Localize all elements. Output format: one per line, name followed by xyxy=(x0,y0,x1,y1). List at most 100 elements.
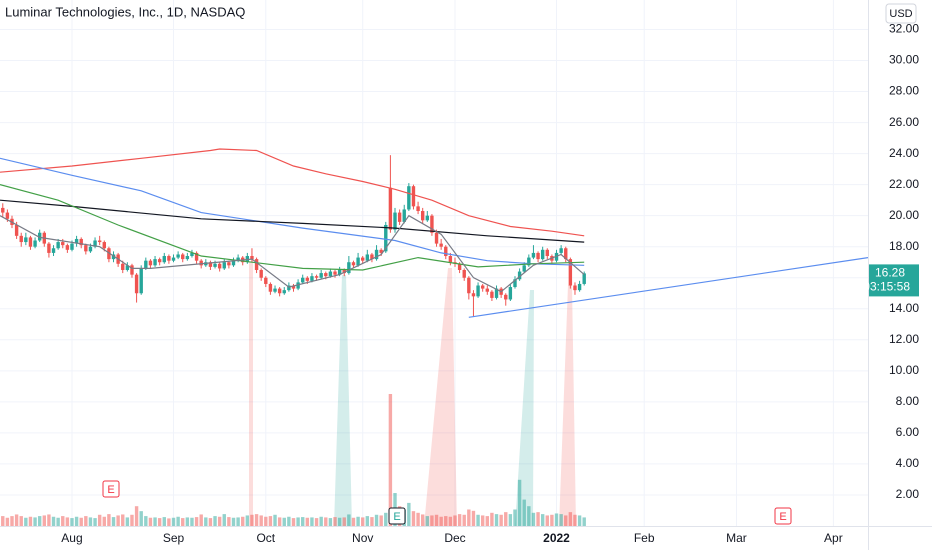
x-tick-label: Dec xyxy=(444,531,465,545)
candle-body xyxy=(79,238,83,246)
candle-body xyxy=(1,207,5,213)
candle-body xyxy=(457,263,462,270)
candle-body xyxy=(439,243,443,247)
candle-body xyxy=(425,215,430,221)
candle-body xyxy=(28,237,33,247)
x-tick-label: 2022 xyxy=(543,531,570,545)
volume-bar xyxy=(430,515,434,526)
candle-body xyxy=(337,269,342,275)
x-tick-label: Nov xyxy=(352,531,373,545)
volume-bar xyxy=(564,515,568,526)
volume-bar xyxy=(517,479,522,526)
x-tick-label: Mar xyxy=(726,531,747,545)
volume-bar xyxy=(93,518,97,526)
wedge xyxy=(515,290,534,526)
candle-body xyxy=(139,268,143,294)
volume-bar xyxy=(84,516,88,526)
candle-body xyxy=(531,252,536,258)
volume-bar xyxy=(65,517,70,526)
candle-body xyxy=(97,240,102,243)
volume-bar xyxy=(171,517,176,526)
volume-bar xyxy=(379,515,383,526)
plot-area xyxy=(0,148,868,526)
candle-body xyxy=(471,293,476,297)
candle-body xyxy=(559,248,563,253)
volume-bar xyxy=(582,517,586,526)
volume-bar xyxy=(181,518,185,526)
candle-body xyxy=(185,256,190,260)
volume-bar xyxy=(471,510,476,526)
volume-bar xyxy=(102,516,106,526)
candle-body xyxy=(577,283,582,291)
volume-bar xyxy=(194,517,199,526)
volume-bar xyxy=(37,516,42,526)
candle-body xyxy=(384,224,388,252)
candle-body xyxy=(393,212,397,230)
currency-box[interactable] xyxy=(885,3,917,24)
candle-body xyxy=(107,248,111,260)
candle-body xyxy=(217,263,222,269)
candle-body xyxy=(153,259,157,266)
y-tick-label: 14.00 xyxy=(889,301,919,315)
currency[interactable]: USD xyxy=(889,8,912,20)
volume-bar xyxy=(480,515,485,526)
candle-body xyxy=(144,260,148,269)
candle-body xyxy=(504,294,508,300)
volume-bar xyxy=(121,514,125,526)
volume-bar xyxy=(1,516,5,526)
candle-body xyxy=(319,273,323,278)
x-tick-label: Aug xyxy=(61,531,82,545)
y-tick-label: 24.00 xyxy=(889,146,919,160)
y-tick-label: 18.00 xyxy=(889,239,919,253)
candle-body xyxy=(573,285,577,291)
candle-body xyxy=(5,212,10,219)
y-tick-label: 30.00 xyxy=(889,53,919,67)
candle-body xyxy=(157,259,162,263)
indicator-line xyxy=(0,148,585,237)
y-tick-label: 20.00 xyxy=(889,208,919,222)
volume-bar xyxy=(545,515,549,526)
candle-body xyxy=(254,259,259,270)
candle-body xyxy=(111,254,116,260)
candle-body xyxy=(74,238,79,244)
volume-bar xyxy=(42,515,46,526)
volume-bar xyxy=(287,516,291,526)
candle-body xyxy=(181,254,185,260)
volume-bar xyxy=(384,512,388,526)
candle-body xyxy=(545,249,549,257)
y-tick-label: 32.00 xyxy=(889,22,919,36)
volume-bar xyxy=(74,516,79,526)
earnings-label: E xyxy=(779,511,786,523)
candle-body xyxy=(273,288,277,292)
candle-body xyxy=(171,257,176,261)
candle-body xyxy=(347,262,351,274)
volume-bar xyxy=(14,514,19,526)
volume-bar xyxy=(28,516,33,526)
indicator-line xyxy=(0,199,585,243)
volume-bar xyxy=(476,514,480,526)
candle-body xyxy=(296,282,300,289)
volume-bar xyxy=(199,514,203,526)
volume-bar xyxy=(416,512,420,526)
volume-bar xyxy=(365,516,370,526)
volume-bar xyxy=(264,516,268,526)
volume-bar xyxy=(222,514,226,526)
volume-bar xyxy=(356,516,360,526)
candle-body xyxy=(199,260,203,266)
volume-bar xyxy=(231,517,236,526)
earnings-label: E xyxy=(107,484,114,496)
volume-bar xyxy=(361,517,365,526)
volume-bar xyxy=(568,512,573,526)
volume-bar xyxy=(425,516,430,526)
wedge xyxy=(249,262,253,526)
volume-bar xyxy=(236,517,240,526)
volume-bar xyxy=(310,517,314,526)
volume-bar xyxy=(79,517,83,526)
indicator-line xyxy=(0,214,585,293)
volume-bar xyxy=(153,517,157,526)
candle-body xyxy=(397,212,402,222)
volume-bar xyxy=(107,514,111,526)
volume-bar xyxy=(217,516,222,526)
volume-bar xyxy=(157,518,162,526)
candle-body xyxy=(208,262,213,267)
